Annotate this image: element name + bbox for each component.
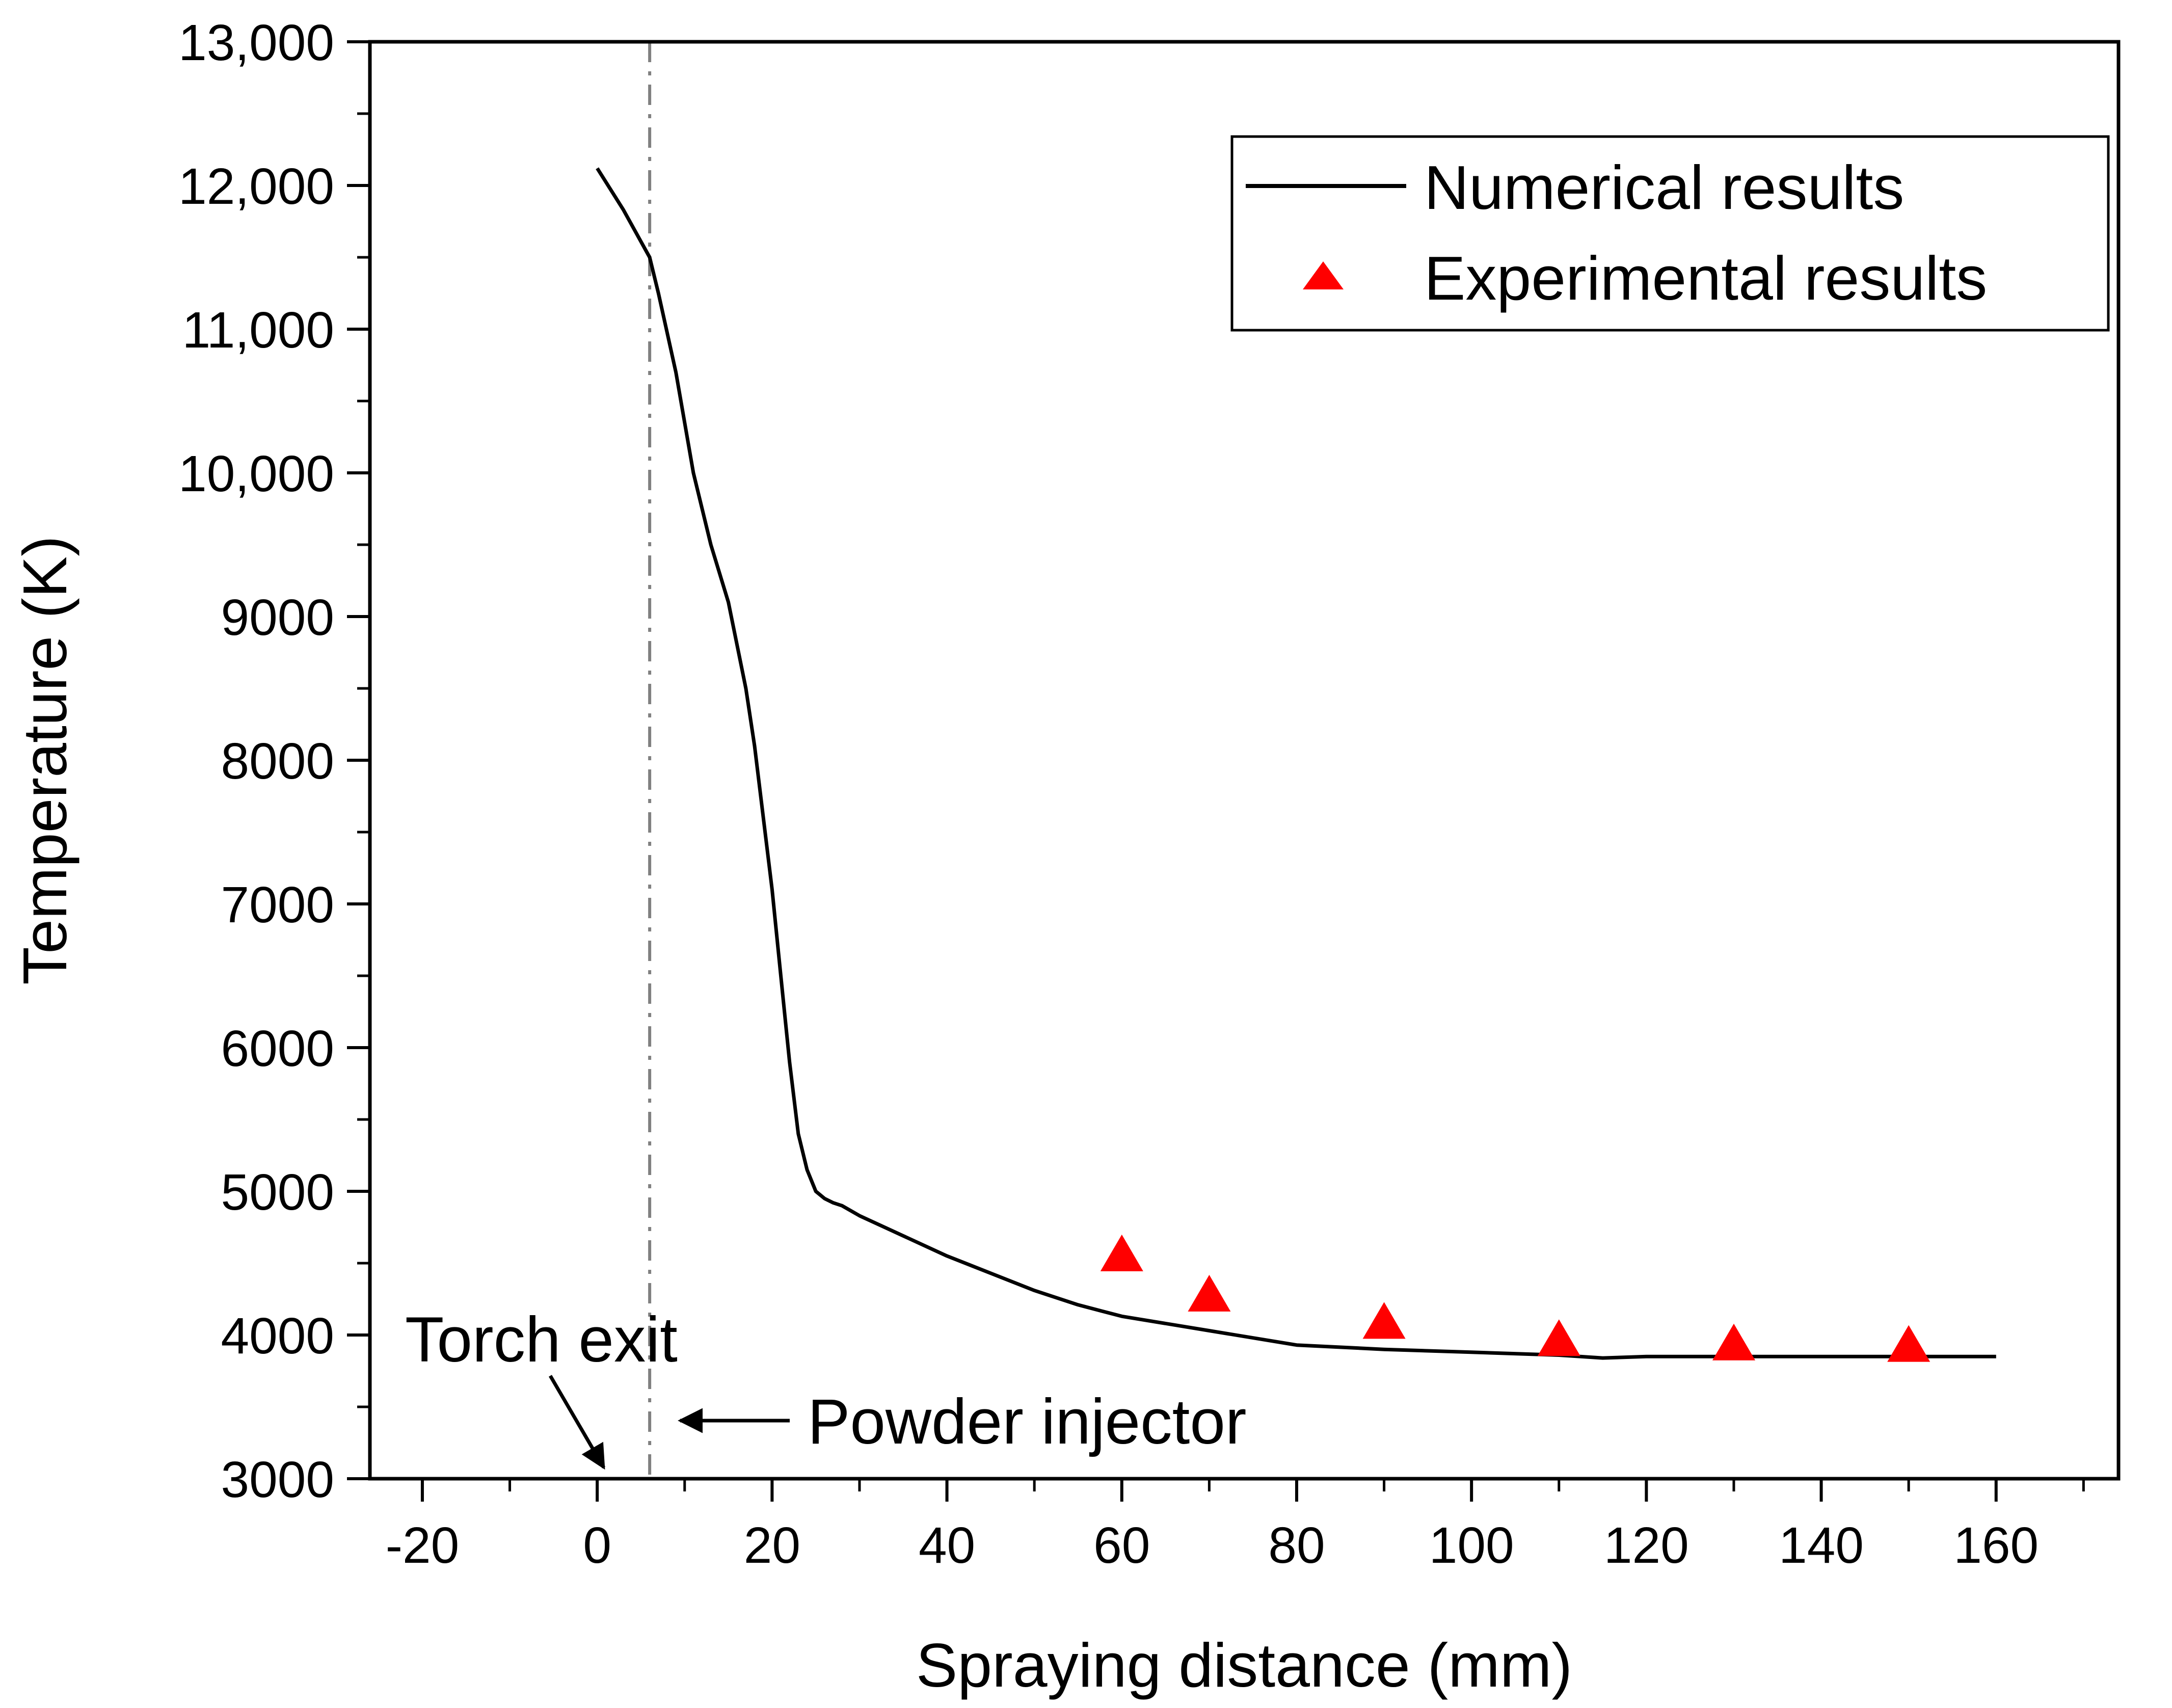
x-tick-label: 0 bbox=[583, 1517, 611, 1574]
y-tick-label: 6000 bbox=[221, 1020, 334, 1077]
experimental-point bbox=[1887, 1325, 1930, 1362]
legend: Numerical results Experimental results bbox=[1230, 135, 2110, 332]
x-axis-title: Spraying distance (mm) bbox=[916, 1631, 1572, 1700]
x-tick-label: 160 bbox=[1953, 1517, 2039, 1574]
legend-label-experimental: Experimental results bbox=[1424, 244, 1987, 313]
x-tick-label: -20 bbox=[386, 1517, 460, 1574]
x-tick-label: 40 bbox=[919, 1517, 975, 1574]
torch-exit-arrow bbox=[548, 1375, 606, 1470]
y-tick-label: 7000 bbox=[221, 876, 334, 933]
legend-triangle-swatch bbox=[1303, 261, 1344, 289]
y-axis-title: Temperature (K) bbox=[10, 536, 79, 984]
experimental-point bbox=[1188, 1274, 1231, 1312]
experimental-point bbox=[1362, 1302, 1406, 1339]
y-tick-label: 5000 bbox=[221, 1164, 334, 1221]
y-tick-label: 8000 bbox=[221, 733, 334, 790]
powder-injector-annotation: Powder injector bbox=[678, 1386, 1247, 1457]
y-tick-label: 11,000 bbox=[182, 302, 334, 359]
x-tick-label: 120 bbox=[1604, 1517, 1689, 1574]
experimental-point bbox=[1537, 1319, 1580, 1356]
x-tick-label: 100 bbox=[1429, 1517, 1514, 1574]
torch-exit-label: Torch exit bbox=[405, 1304, 678, 1375]
x-tick-label: 20 bbox=[744, 1517, 800, 1574]
legend-box bbox=[1230, 135, 2110, 332]
y-tick-label: 9000 bbox=[221, 589, 334, 646]
y-tick-label: 3000 bbox=[221, 1451, 334, 1508]
powder-injector-label: Powder injector bbox=[808, 1386, 1247, 1457]
x-tick-label: 80 bbox=[1268, 1517, 1325, 1574]
y-tick-label: 10,000 bbox=[178, 445, 334, 502]
y-tick-label: 12,000 bbox=[178, 158, 334, 215]
y-tick-label: 4000 bbox=[221, 1307, 334, 1365]
experimental-point bbox=[1712, 1323, 1755, 1360]
y-tick-label: 13,000 bbox=[178, 14, 334, 71]
legend-label-numerical: Numerical results bbox=[1424, 153, 1904, 222]
x-tick-label: 140 bbox=[1779, 1517, 1864, 1574]
x-tick-label: 60 bbox=[1093, 1517, 1150, 1574]
experimental-point bbox=[1100, 1234, 1143, 1271]
torch-exit-annotation: Torch exit bbox=[405, 1304, 678, 1470]
numerical-results-line bbox=[596, 167, 1996, 1360]
